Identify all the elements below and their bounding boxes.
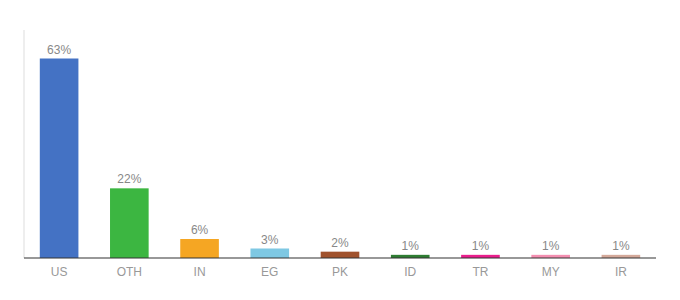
bar <box>180 239 219 258</box>
x-tick-label: IN <box>194 265 206 279</box>
bars <box>40 59 640 259</box>
x-axis-line <box>24 257 656 258</box>
bar <box>40 59 79 259</box>
x-tick-label: IR <box>615 265 627 279</box>
x-tick-label: MY <box>542 265 560 279</box>
bar <box>250 249 289 259</box>
data-label: 1% <box>542 239 560 253</box>
data-label: 6% <box>191 223 209 237</box>
data-label: 1% <box>612 239 630 253</box>
data-label: 1% <box>402 239 420 253</box>
x-tick-label: TR <box>472 265 488 279</box>
bar <box>110 188 149 258</box>
x-tick-label: US <box>51 265 68 279</box>
data-label: 22% <box>117 172 141 186</box>
y-axis-line <box>24 30 25 258</box>
x-tick-label: ID <box>404 265 416 279</box>
x-tick-label: PK <box>332 265 348 279</box>
bar <box>321 252 360 258</box>
data-label: 1% <box>472 239 490 253</box>
chart-container: 63% 22% 6% 3% 2% 1% 1% 1% 1% US OTH IN EG PK ID TR MY IR <box>0 0 680 300</box>
x-tick-label: EG <box>261 265 278 279</box>
chart-svg: 63% 22% 6% 3% 2% 1% 1% 1% 1% US OTH IN EG PK ID TR MY IR <box>0 0 680 300</box>
data-label: 2% <box>331 236 349 250</box>
data-label: 3% <box>261 233 279 247</box>
x-tick-label: OTH <box>117 265 142 279</box>
data-label: 63% <box>47 43 71 57</box>
